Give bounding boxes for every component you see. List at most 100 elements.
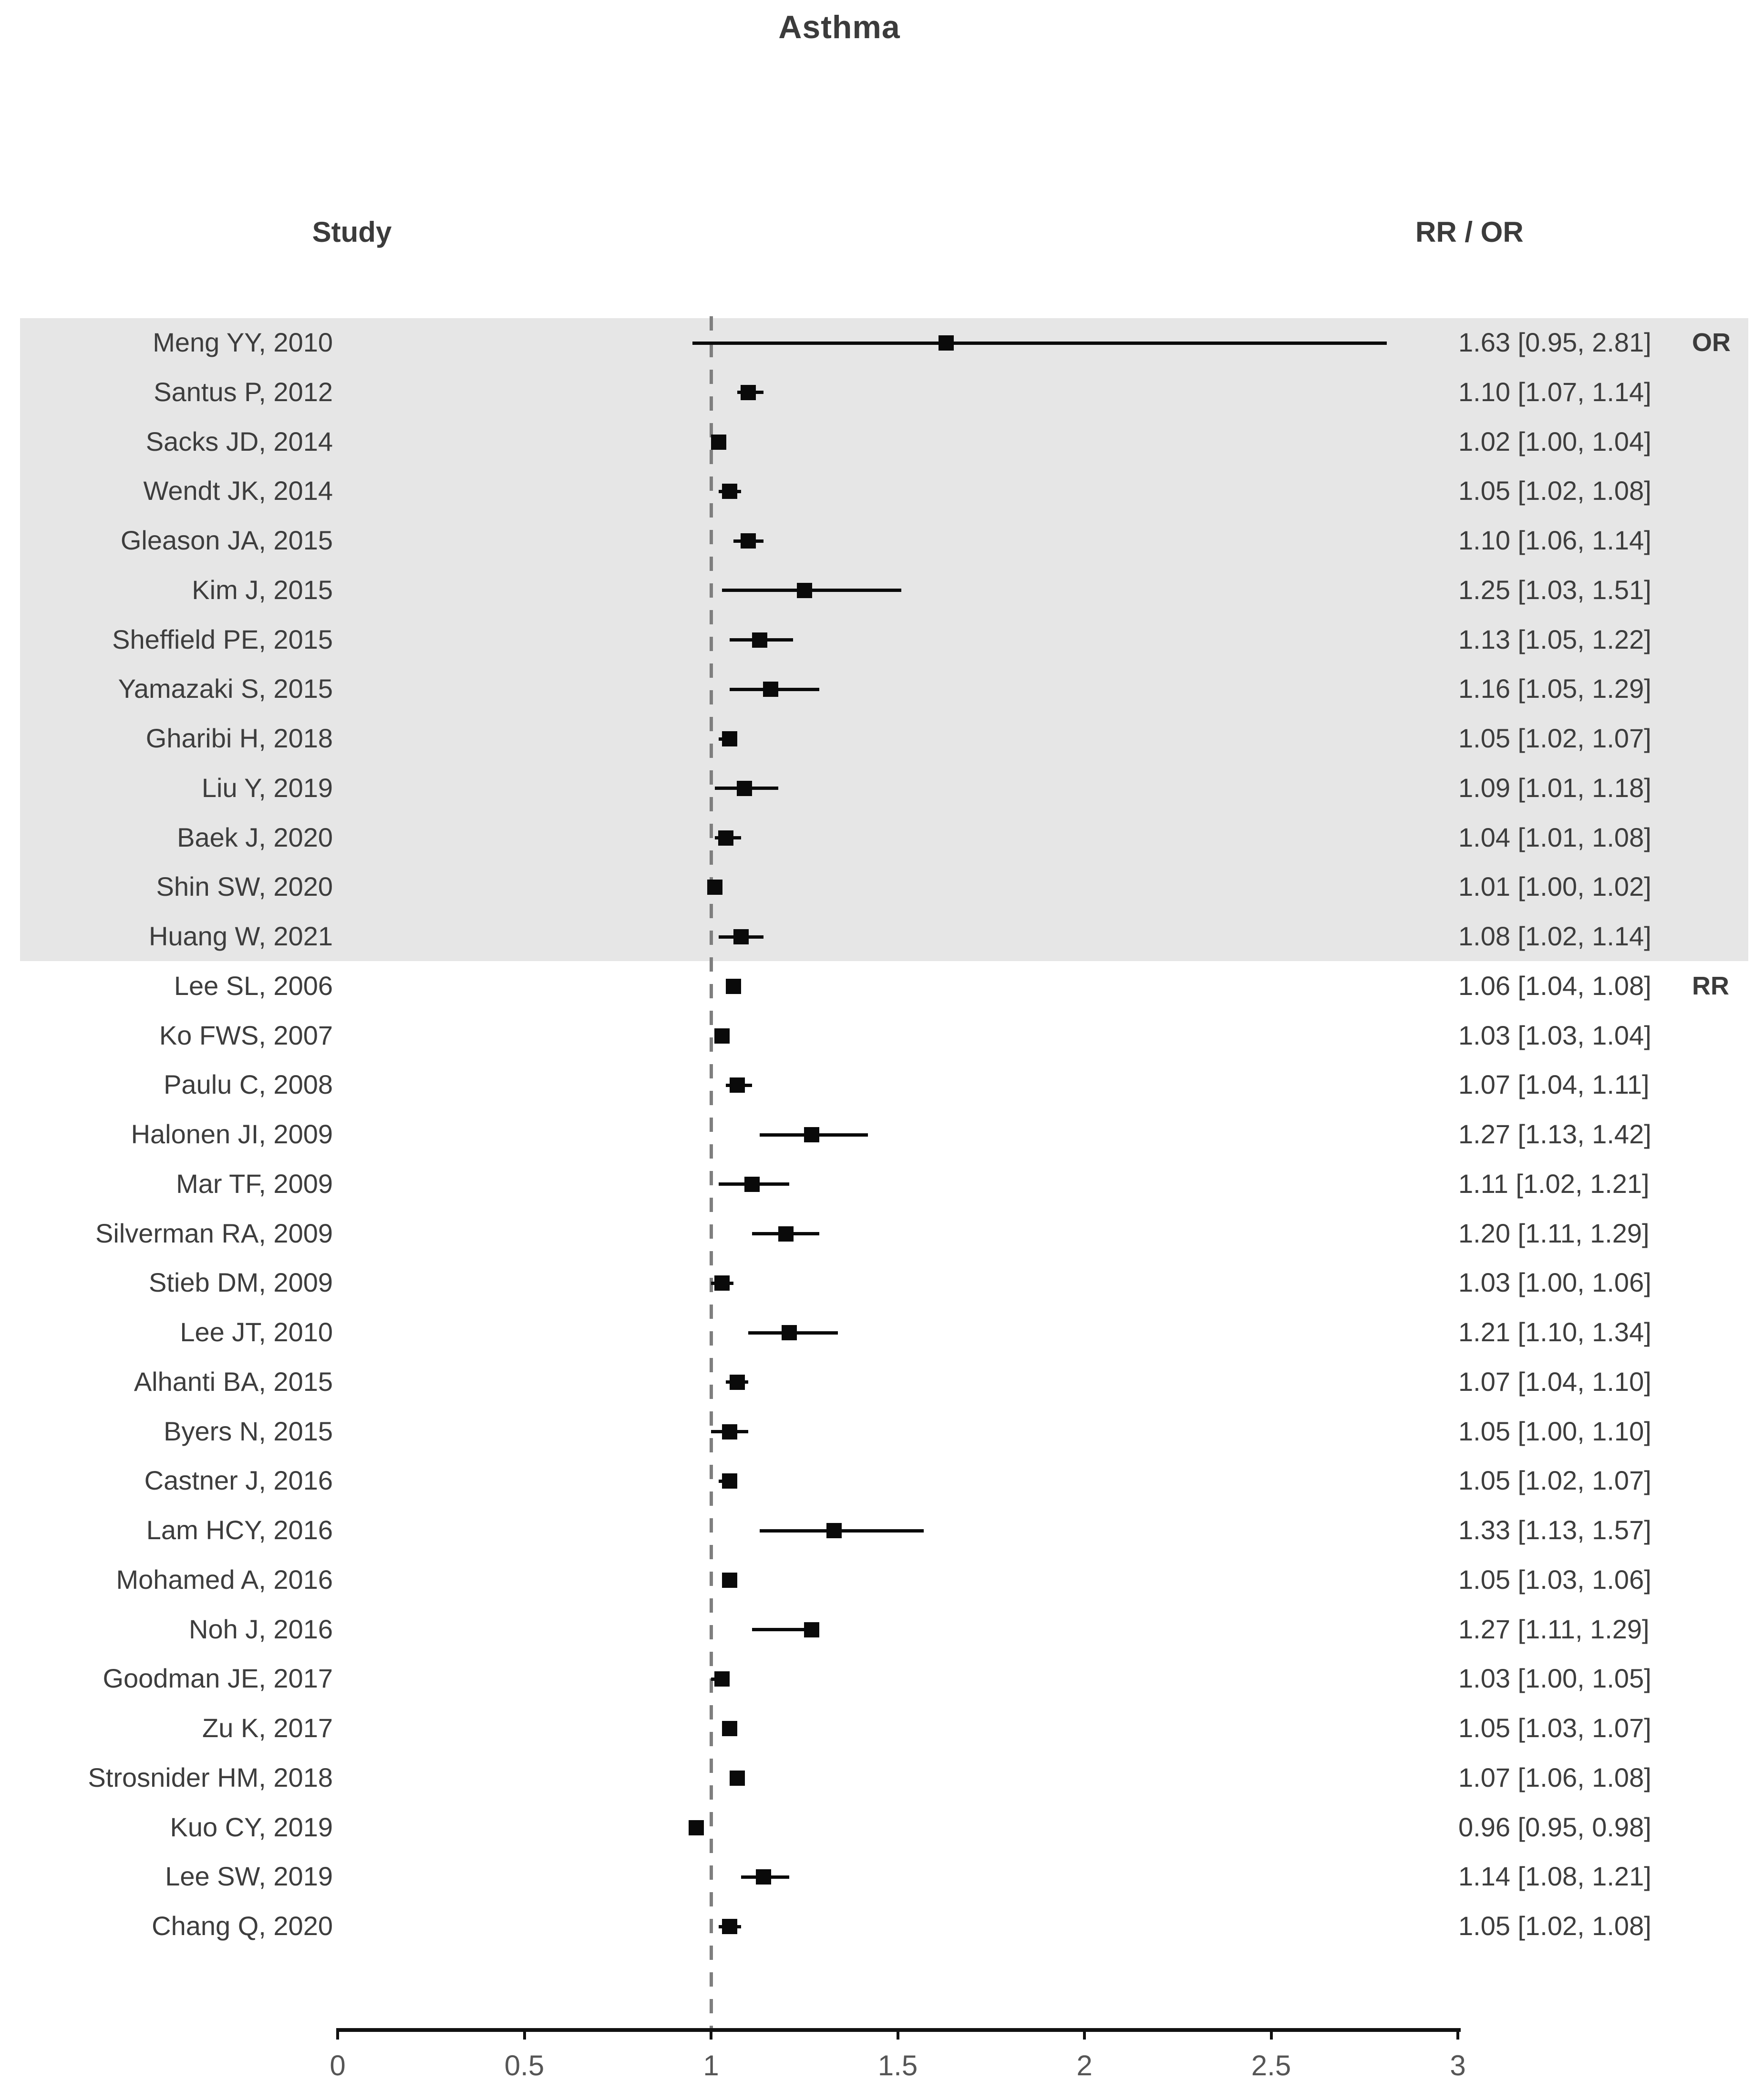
x-axis-tick-label: 0.5 <box>504 2050 545 2082</box>
x-axis-tick <box>1269 2028 1273 2040</box>
point-estimate-marker <box>725 978 741 994</box>
study-label: Mohamed A, 2016 <box>116 1564 333 1595</box>
study-label: Gharibi H, 2018 <box>145 723 333 753</box>
study-label: Lam HCY, 2016 <box>146 1515 333 1545</box>
effect-estimate-value: 1.05 [1.00, 1.10] <box>1458 1416 1651 1446</box>
effect-estimate-value: 1.10 [1.06, 1.14] <box>1458 525 1651 555</box>
effect-estimate-value: 1.05 [1.03, 1.07] <box>1458 1713 1651 1743</box>
study-label: Lee JT, 2010 <box>180 1317 333 1347</box>
x-axis-tick-label: 3 <box>1450 2050 1466 2082</box>
point-estimate-marker <box>714 1028 730 1044</box>
study-label: Shin SW, 2020 <box>156 871 333 902</box>
point-estimate-marker <box>804 1622 820 1637</box>
x-axis-tick-label: 2.5 <box>1251 2050 1291 2082</box>
effect-estimate-value: 1.01 [1.00, 1.02] <box>1458 871 1651 902</box>
study-label: Sacks JD, 2014 <box>145 426 333 456</box>
point-estimate-marker <box>722 1919 738 1934</box>
effect-estimate-value: 1.25 [1.03, 1.51] <box>1458 574 1651 605</box>
point-estimate-marker <box>744 1176 760 1192</box>
study-label: Ko FWS, 2007 <box>159 1020 333 1050</box>
shaded-band-or-group <box>20 318 1748 961</box>
effect-estimate-value: 1.07 [1.04, 1.10] <box>1458 1366 1651 1397</box>
point-estimate-marker <box>741 384 756 400</box>
study-label: Meng YY, 2010 <box>153 327 333 357</box>
effect-estimate-value: 1.11 [1.02, 1.21] <box>1458 1168 1650 1199</box>
study-label: Liu Y, 2019 <box>201 772 333 803</box>
x-axis-tick-label: 0 <box>330 2050 346 2082</box>
x-axis-tick-label: 1 <box>703 2050 719 2082</box>
effect-estimate-value: 1.07 [1.06, 1.08] <box>1458 1762 1651 1792</box>
study-label: Kim J, 2015 <box>192 574 333 605</box>
point-estimate-marker <box>722 1721 738 1736</box>
point-estimate-marker <box>718 830 734 846</box>
study-label: Paulu C, 2008 <box>164 1069 333 1100</box>
point-estimate-marker <box>755 1869 771 1885</box>
group-tag-rr: RR <box>1692 971 1729 1000</box>
study-label: Castner J, 2016 <box>144 1465 333 1496</box>
study-label: Sheffield PE, 2015 <box>112 624 333 654</box>
column-header-effect: RR / OR <box>1415 216 1524 248</box>
study-label: Chang Q, 2020 <box>152 1911 333 1941</box>
study-label: Silverman RA, 2009 <box>95 1218 333 1248</box>
effect-estimate-value: 1.03 [1.00, 1.05] <box>1458 1663 1651 1694</box>
effect-estimate-value: 1.04 [1.01, 1.08] <box>1458 822 1651 852</box>
effect-estimate-value: 1.05 [1.03, 1.06] <box>1458 1564 1651 1595</box>
effect-estimate-value: 1.33 [1.13, 1.57] <box>1458 1515 1651 1545</box>
point-estimate-marker <box>722 731 738 746</box>
x-axis-tick <box>896 2028 899 2040</box>
point-estimate-marker <box>688 1820 704 1835</box>
point-estimate-marker <box>711 434 726 450</box>
study-label: Alhanti BA, 2015 <box>134 1366 333 1397</box>
effect-estimate-value: 0.96 [0.95, 0.98] <box>1458 1812 1651 1842</box>
effect-estimate-value: 1.05 [1.02, 1.08] <box>1458 1911 1651 1941</box>
point-estimate-marker <box>804 1127 820 1142</box>
point-estimate-marker <box>722 1572 738 1588</box>
effect-estimate-value: 1.20 [1.11, 1.29] <box>1458 1218 1650 1248</box>
effect-estimate-value: 1.16 [1.05, 1.29] <box>1458 673 1651 704</box>
point-estimate-marker <box>782 1325 797 1340</box>
study-label: Santus P, 2012 <box>154 376 333 407</box>
effect-estimate-value: 1.07 [1.04, 1.11] <box>1458 1069 1650 1100</box>
column-header-study: Study <box>312 216 392 248</box>
effect-estimate-value: 1.05 [1.02, 1.08] <box>1458 476 1651 506</box>
point-estimate-marker <box>741 533 756 549</box>
point-estimate-marker <box>714 1671 730 1687</box>
reference-line <box>709 316 713 2028</box>
study-label: Halonen JI, 2009 <box>131 1119 333 1149</box>
group-tag-or: OR <box>1692 328 1731 357</box>
point-estimate-marker <box>733 929 749 944</box>
effect-estimate-value: 1.03 [1.00, 1.06] <box>1458 1267 1651 1298</box>
study-label: Goodman JE, 2017 <box>103 1663 333 1694</box>
point-estimate-marker <box>722 1473 738 1489</box>
study-label: Lee SL, 2006 <box>174 970 333 1001</box>
study-label: Lee SW, 2019 <box>165 1861 333 1892</box>
effect-estimate-value: 1.27 [1.13, 1.42] <box>1458 1119 1651 1149</box>
point-estimate-marker <box>796 582 812 598</box>
effect-estimate-value: 1.13 [1.05, 1.22] <box>1458 624 1651 654</box>
study-label: Wendt JK, 2014 <box>143 476 333 506</box>
study-label: Huang W, 2021 <box>148 921 333 951</box>
effect-estimate-value: 1.27 [1.11, 1.29] <box>1458 1614 1650 1644</box>
effect-estimate-value: 1.14 [1.08, 1.21] <box>1458 1861 1651 1892</box>
study-label: Baek J, 2020 <box>177 822 333 852</box>
point-estimate-marker <box>763 682 779 697</box>
effect-estimate-value: 1.08 [1.02, 1.14] <box>1458 921 1651 951</box>
x-axis-tick <box>1456 2028 1459 2040</box>
effect-estimate-value: 1.02 [1.00, 1.04] <box>1458 426 1651 456</box>
ci-line <box>692 341 1387 345</box>
point-estimate-marker <box>729 1770 745 1786</box>
point-estimate-marker <box>714 1275 730 1291</box>
study-label: Yamazaki S, 2015 <box>118 673 333 704</box>
effect-estimate-value: 1.05 [1.02, 1.07] <box>1458 1465 1651 1496</box>
x-axis-tick <box>1083 2028 1086 2040</box>
study-label: Byers N, 2015 <box>164 1416 333 1446</box>
effect-estimate-value: 1.10 [1.07, 1.14] <box>1458 376 1651 407</box>
study-label: Gleason JA, 2015 <box>120 525 333 555</box>
effect-estimate-value: 1.06 [1.04, 1.08] <box>1458 970 1651 1001</box>
x-axis-tick-label: 1.5 <box>877 2050 918 2082</box>
point-estimate-marker <box>722 484 738 499</box>
effect-estimate-value: 1.03 [1.03, 1.04] <box>1458 1020 1651 1050</box>
ci-line <box>752 1628 820 1631</box>
x-axis-tick-label: 2 <box>1076 2050 1093 2082</box>
